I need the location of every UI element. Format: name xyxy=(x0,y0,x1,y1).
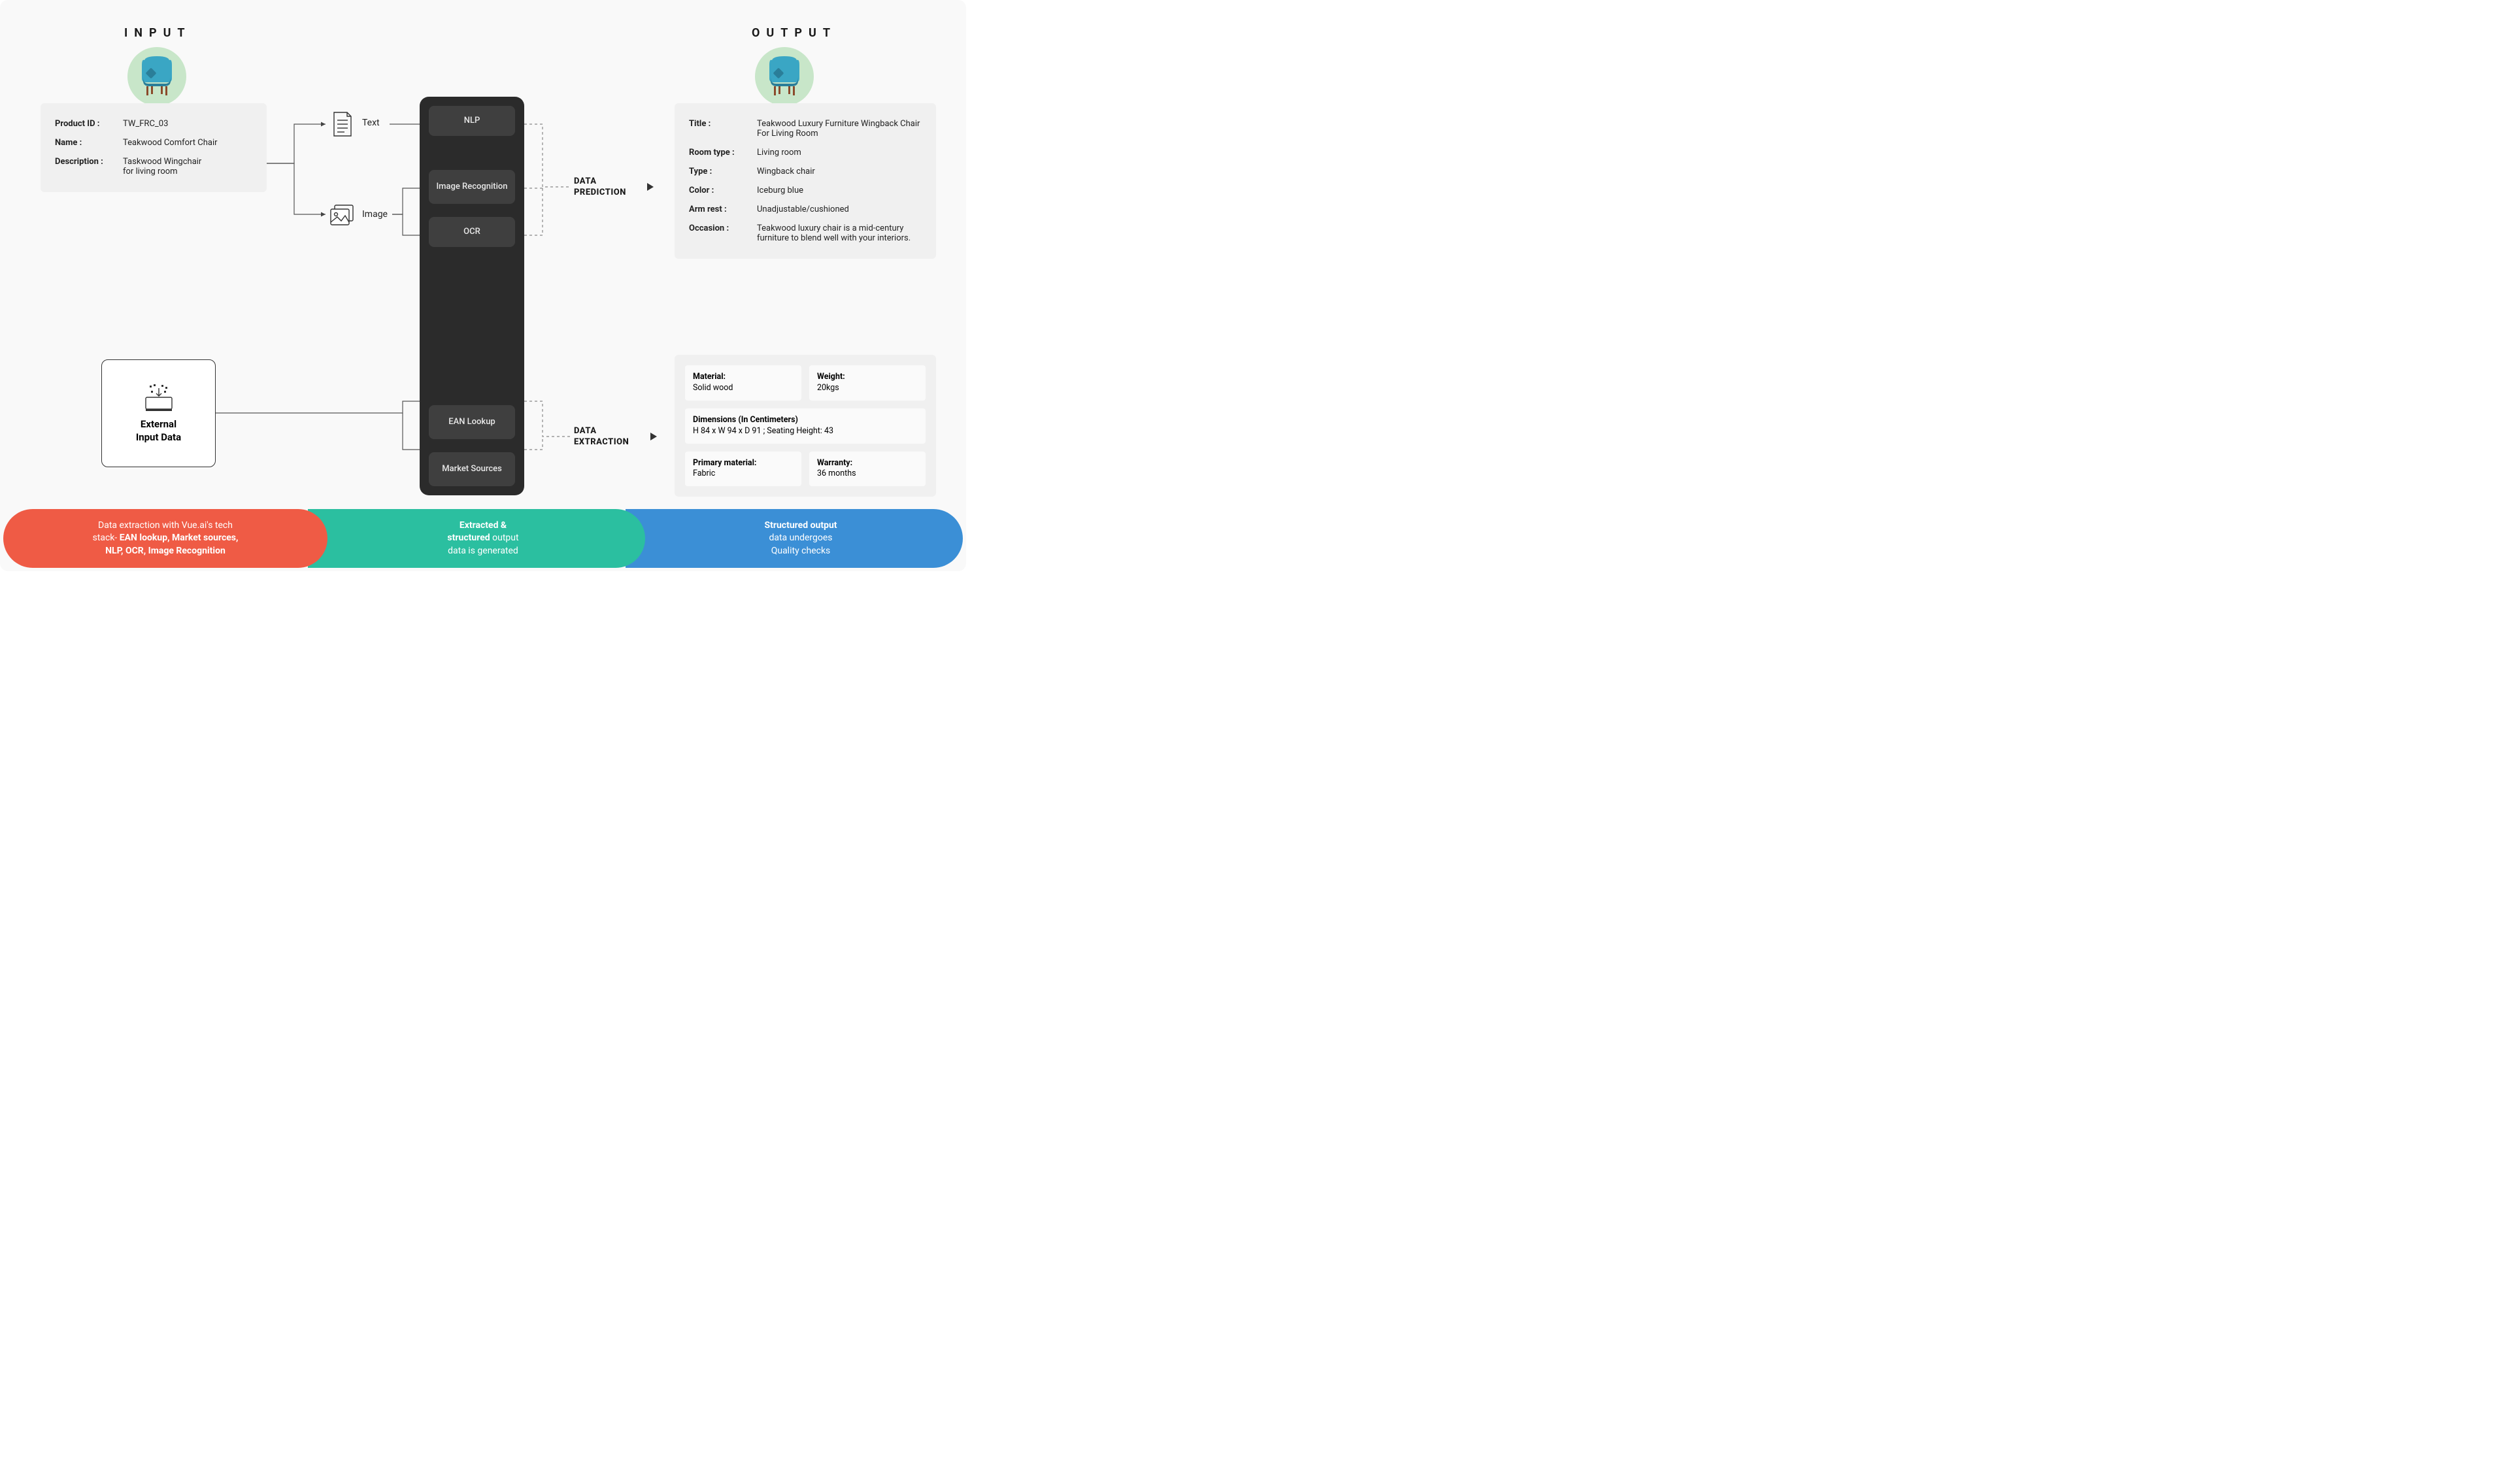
footer-step-text: Structured outputdata undergoesQuality c… xyxy=(764,519,837,558)
processor-market-sources: Market Sources xyxy=(429,452,515,486)
image-icon xyxy=(329,203,356,229)
input-field: Name :Teakwood Comfort Chair xyxy=(55,138,252,148)
processor-nlp: NLP xyxy=(429,106,515,136)
stage-prediction-label: DATA PREDICTION xyxy=(574,176,626,199)
output-field: Type :Wingback chair xyxy=(689,167,922,176)
output-field: Color :Iceburg blue xyxy=(689,186,922,195)
stage-extraction-label: DATA EXTRACTION xyxy=(574,426,629,448)
footer-step-3: Structured outputdata undergoesQuality c… xyxy=(626,509,963,568)
arrow-icon xyxy=(650,433,657,440)
processing-column: NLP Image Recognition OCR EAN Lookup Mar… xyxy=(420,97,524,495)
arrow-icon xyxy=(647,183,654,191)
processor-ean-lookup: EAN Lookup xyxy=(429,405,515,439)
output-product-image xyxy=(755,47,814,106)
chair-icon xyxy=(135,55,178,98)
footer-step-text: Extracted &structured outputdata is gene… xyxy=(447,519,518,558)
external-input-box: External Input Data xyxy=(101,359,216,467)
chip-weight: Weight:20kgs xyxy=(809,365,926,401)
output-field: Room type :Living room xyxy=(689,148,922,157)
input-heading: INPUT xyxy=(124,26,192,40)
footer-step-1: Data extraction with Vue.ai's techstack-… xyxy=(3,509,327,568)
output-prediction-card: Title :Teakwood Luxury Furniture Wingbac… xyxy=(675,103,936,259)
chip-primary-material: Primary material:Fabric xyxy=(685,452,801,487)
text-label: Text xyxy=(362,118,380,128)
footer-step-2: Extracted &structured outputdata is gene… xyxy=(308,509,645,568)
input-card: Product ID :TW_FRC_03 Name :Teakwood Com… xyxy=(41,103,267,192)
input-field: Product ID :TW_FRC_03 xyxy=(55,119,252,129)
chip-warranty: Warranty:36 months xyxy=(809,452,926,487)
output-heading: OUTPUT xyxy=(752,26,837,40)
processor-image-recognition: Image Recognition xyxy=(429,170,515,204)
input-product-image xyxy=(127,47,186,106)
image-label: Image xyxy=(362,209,388,220)
output-field: Title :Teakwood Luxury Furniture Wingbac… xyxy=(689,119,922,139)
output-extraction-card: Material:Solid wood Weight:20kgs Dimensi… xyxy=(675,355,936,497)
external-input-label: External Input Data xyxy=(136,418,181,444)
output-field: Arm rest :Unadjustable/cushioned xyxy=(689,205,922,214)
diagram-canvas: { "headings": { "input": "INPUT", "outpu… xyxy=(0,0,966,571)
footer-step-text: Data extraction with Vue.ai's techstack-… xyxy=(93,519,239,558)
input-field: Description :Taskwood Wingchair for livi… xyxy=(55,157,252,176)
chip-dimensions: Dimensions (In Centimeters)H 84 x W 94 x… xyxy=(685,408,926,444)
footer-steps: Data extraction with Vue.ai's techstack-… xyxy=(3,509,963,568)
text-icon xyxy=(329,111,356,137)
chair-icon xyxy=(763,55,806,98)
processor-ocr: OCR xyxy=(429,217,515,247)
chip-material: Material:Solid wood xyxy=(685,365,801,401)
output-field: Occasion :Teakwood luxury chair is a mid… xyxy=(689,223,922,243)
data-import-icon xyxy=(142,383,176,412)
